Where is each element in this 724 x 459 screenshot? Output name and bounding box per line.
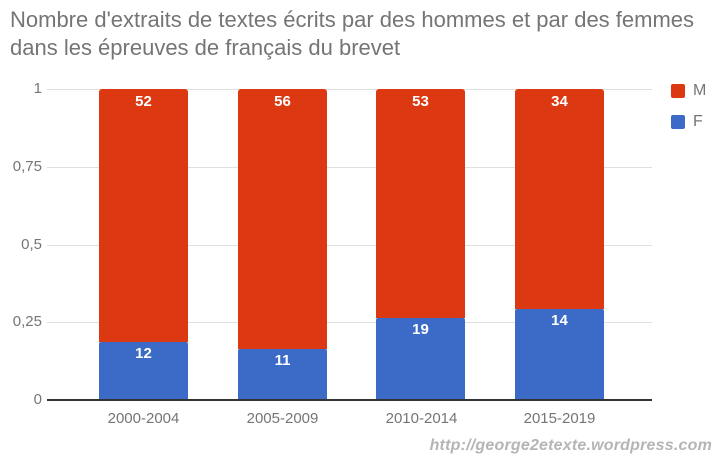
y-axis-tick-label: 0,75: [12, 158, 42, 175]
bar-value-label-f: 12: [135, 345, 152, 362]
gridline-0,25: [47, 322, 652, 323]
x-axis-line: [47, 399, 652, 401]
gridline-0,75: [47, 167, 652, 168]
bar-value-label-f: 14: [551, 312, 568, 329]
bar-segment-m: [99, 89, 188, 342]
chart-title: Nombre d'extraits de textes écrits par d…: [10, 7, 695, 60]
bar-segment-f: [515, 309, 604, 400]
bar-value-label-m: 52: [135, 93, 152, 110]
bar-value-label-m: 56: [274, 93, 291, 110]
legend: M F: [671, 82, 706, 131]
y-axis-tick-label: 0,5: [21, 236, 42, 253]
legend-swatch-m-icon: [671, 84, 685, 98]
bar-value-label-f: 19: [412, 321, 429, 338]
legend-label-m: M: [693, 82, 707, 99]
bar-value-label-m: 53: [412, 93, 429, 110]
bar-value-label-f: 11: [274, 352, 291, 369]
x-axis-category-label: 2005-2009: [246, 410, 319, 427]
bar-segment-m: [238, 89, 327, 349]
x-axis-category-label: 2015-2019: [523, 410, 596, 427]
gridline-1: [47, 89, 652, 90]
bar-segment-f: [99, 342, 188, 400]
y-axis-tick-label: 1: [33, 80, 42, 97]
watermark-url: http://george2etexte.wordpress.com: [429, 437, 712, 454]
gridline-0,5: [47, 245, 652, 246]
bar-segment-m: [376, 89, 465, 318]
legend-label-f: F: [693, 113, 703, 130]
bar-value-label-m: 34: [551, 93, 568, 110]
legend-item-m: M: [671, 82, 706, 100]
y-axis-tick-label: 0,25: [12, 313, 42, 330]
legend-item-f: F: [671, 113, 706, 131]
bar-segment-m: [515, 89, 604, 309]
x-axis-category-label: 2010-2014: [385, 410, 458, 427]
x-axis-category-label: 2000-2004: [107, 410, 180, 427]
bar-segment-f: [238, 349, 327, 400]
bar-segment-f: [376, 318, 465, 400]
y-axis-tick-label: 0: [33, 391, 42, 408]
legend-swatch-f-icon: [671, 115, 685, 129]
